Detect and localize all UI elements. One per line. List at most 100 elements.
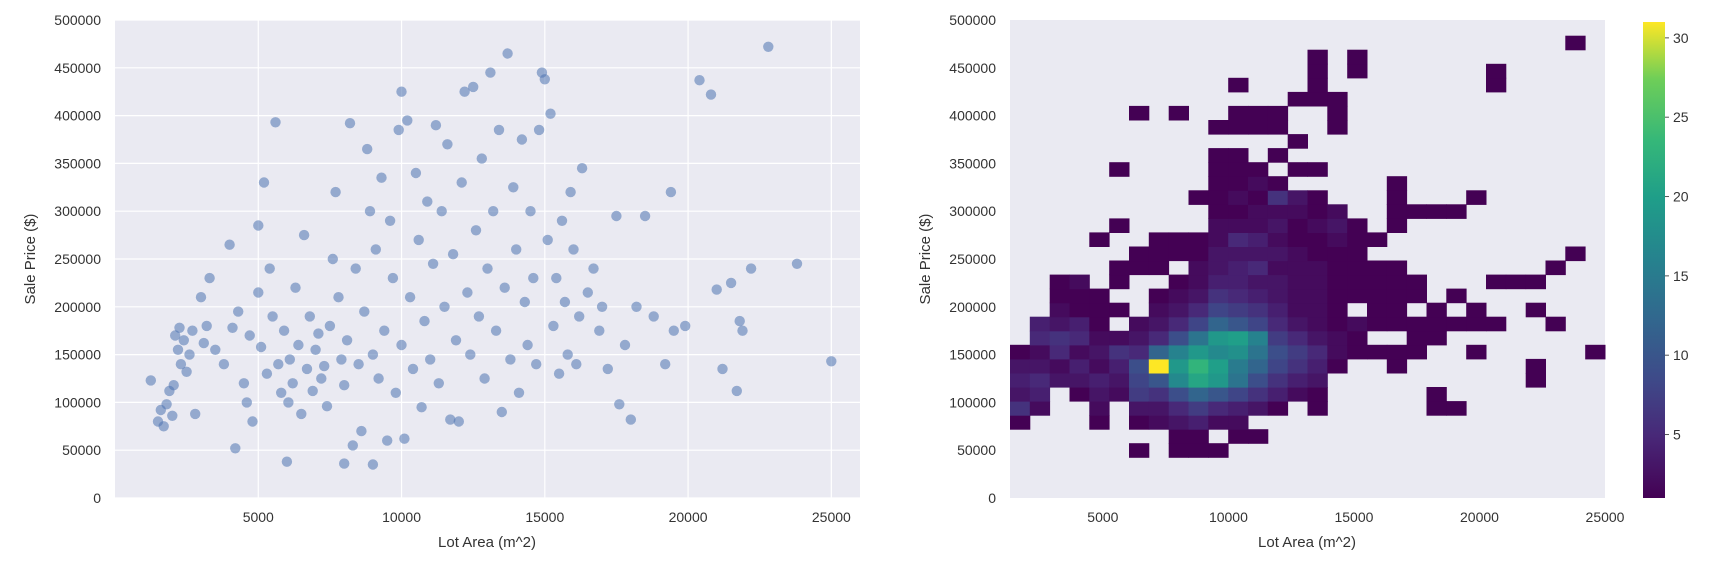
histogram-bin xyxy=(1228,275,1248,290)
scatter-point xyxy=(437,206,447,216)
scatter-point xyxy=(190,409,200,419)
histogram-bin xyxy=(1308,401,1328,416)
histogram-bin xyxy=(1169,415,1189,430)
histogram-bin xyxy=(1387,317,1407,332)
histogram-bin xyxy=(1149,303,1169,318)
scatter-point xyxy=(474,311,484,321)
histogram-bin xyxy=(1347,275,1367,290)
scatter-point xyxy=(568,244,578,254)
histogram-bin xyxy=(1208,387,1228,402)
x-tick-label: 5000 xyxy=(1087,509,1118,525)
scatter-point xyxy=(356,426,366,436)
histogram-bin xyxy=(1129,261,1149,276)
histogram-bin xyxy=(1288,345,1308,360)
histogram-bin xyxy=(1268,401,1288,416)
scatter-point xyxy=(508,182,518,192)
scatter-point xyxy=(468,82,478,92)
histogram-bin xyxy=(1268,176,1288,191)
histogram-bin xyxy=(1070,359,1090,374)
scatter-point xyxy=(465,349,475,359)
histogram-bin xyxy=(1109,373,1129,388)
histogram-bin xyxy=(1109,387,1129,402)
histogram-bin xyxy=(1070,317,1090,332)
histogram-bin xyxy=(1228,373,1248,388)
scatter-point xyxy=(517,134,527,144)
histogram-bin xyxy=(1268,120,1288,135)
histogram-bin xyxy=(1208,120,1228,135)
scatter-point xyxy=(471,225,481,235)
histogram-y-ticks: 0500001000001500002000002500003000003500… xyxy=(949,12,996,506)
histogram-bin xyxy=(1327,232,1347,247)
histogram-bin xyxy=(1149,289,1169,304)
histogram-bin xyxy=(1030,373,1050,388)
histogram-bin xyxy=(1407,331,1427,346)
histogram-bin xyxy=(1268,261,1288,276)
histogram-bin xyxy=(1169,387,1189,402)
scatter-point xyxy=(588,263,598,273)
histogram-bin xyxy=(1050,303,1070,318)
histogram-bin xyxy=(1367,317,1387,332)
histogram-bin xyxy=(1308,247,1328,262)
histogram-bin xyxy=(1466,190,1486,205)
scatter-point xyxy=(391,388,401,398)
histogram-bin xyxy=(1248,345,1268,360)
histogram-bin xyxy=(1089,387,1109,402)
histogram-bin xyxy=(1149,232,1169,247)
histogram-bin xyxy=(1089,401,1109,416)
scatter-point xyxy=(282,457,292,467)
scatter-point xyxy=(267,311,277,321)
histogram-bin xyxy=(1248,275,1268,290)
scatter-point xyxy=(204,273,214,283)
histogram-bin xyxy=(1208,359,1228,374)
y-tick-label: 150000 xyxy=(949,347,996,363)
histogram-bin xyxy=(1228,261,1248,276)
scatter-point xyxy=(368,349,378,359)
histogram-bin xyxy=(1288,373,1308,388)
histogram-bin xyxy=(1208,275,1228,290)
scatter-point xyxy=(660,359,670,369)
histogram-bin xyxy=(1268,106,1288,121)
histogram-bin xyxy=(1169,373,1189,388)
histogram-bin xyxy=(1228,387,1248,402)
scatter-point xyxy=(462,287,472,297)
scatter-point xyxy=(174,323,184,333)
histogram-bin xyxy=(1208,247,1228,262)
scatter-point xyxy=(500,283,510,293)
histogram-bin xyxy=(1208,204,1228,219)
scatter-point xyxy=(482,263,492,273)
scatter-point xyxy=(202,321,212,331)
histogram-bin xyxy=(1367,232,1387,247)
scatter-point xyxy=(351,263,361,273)
histogram-bin xyxy=(1169,275,1189,290)
histogram-bin xyxy=(1327,345,1347,360)
scatter-point xyxy=(583,287,593,297)
scatter-point xyxy=(379,326,389,336)
y-tick-label: 0 xyxy=(988,490,996,506)
histogram-bin xyxy=(1407,317,1427,332)
scatter-point xyxy=(626,414,636,424)
scatter-point xyxy=(557,216,567,226)
scatter-point xyxy=(422,196,432,206)
scatter-point xyxy=(330,187,340,197)
histogram-bin xyxy=(1228,176,1248,191)
scatter-point xyxy=(431,120,441,130)
scatter-point xyxy=(565,187,575,197)
histogram-bin xyxy=(1129,415,1149,430)
histogram-bin xyxy=(1208,261,1228,276)
histogram-bin xyxy=(1089,415,1109,430)
histogram-bin xyxy=(1268,247,1288,262)
scatter-point xyxy=(339,458,349,468)
histogram-2d-plot: 5000 10000 15000 20000 25000 050000100000150… xyxy=(917,12,1625,551)
scatter-point xyxy=(706,89,716,99)
scatter-point xyxy=(763,42,773,52)
scatter-y-ticks: 0500001000001500002000002500003000003500… xyxy=(54,12,101,506)
y-tick-label: 150000 xyxy=(54,347,101,363)
scatter-point xyxy=(726,278,736,288)
scatter-point xyxy=(594,326,604,336)
histogram-bin xyxy=(1446,317,1466,332)
y-tick-label: 100000 xyxy=(54,394,101,410)
histogram-bin xyxy=(1387,303,1407,318)
colorbar-tick-label: 20 xyxy=(1673,189,1689,205)
histogram-bin xyxy=(1129,331,1149,346)
scatter-point xyxy=(308,386,318,396)
